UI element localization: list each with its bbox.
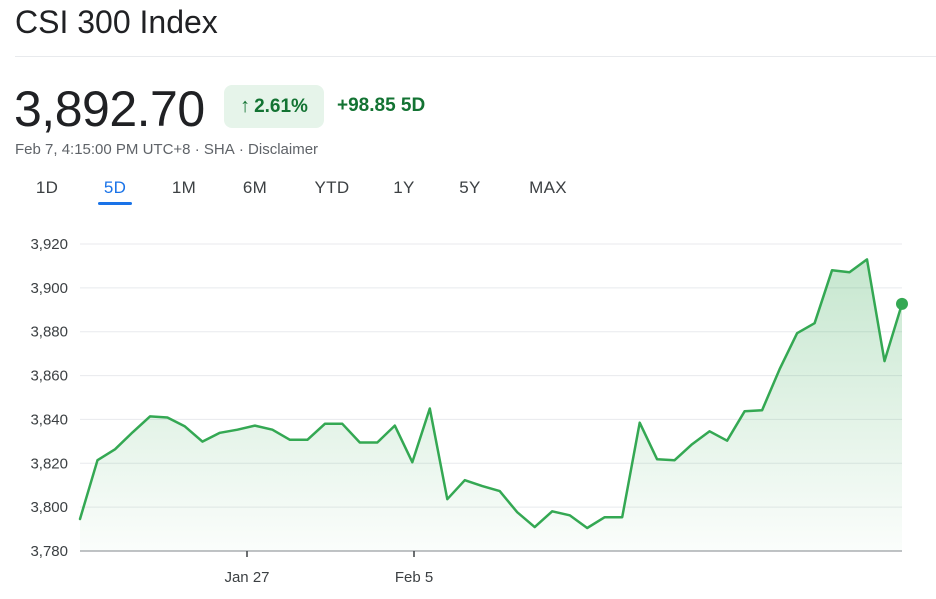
- price-point: [324, 423, 326, 425]
- tab-1m[interactable]: 1M: [171, 178, 197, 197]
- current-price: 3,892.70: [14, 81, 205, 137]
- price-point: [96, 459, 98, 461]
- price-point: [394, 425, 396, 427]
- tab-6m[interactable]: 6M: [242, 178, 268, 197]
- price-point: [604, 516, 606, 518]
- price-point: [586, 527, 588, 529]
- price-point: [184, 425, 186, 427]
- tab-5d[interactable]: 5D: [103, 178, 127, 197]
- price-point: [254, 425, 256, 427]
- price-point: [429, 407, 431, 409]
- price-point: [639, 422, 641, 424]
- price-point: [446, 498, 448, 500]
- price-point: [796, 332, 798, 334]
- price-point: [79, 518, 81, 520]
- meta-separator: ·: [194, 141, 200, 158]
- price-point: [114, 448, 116, 450]
- range-tabs: 1D 5D 1M 6M YTD 1Y 5Y MAX: [0, 175, 936, 211]
- price-point: [691, 443, 693, 445]
- quote-meta: Feb 7, 4:15:00 PM UTC+8 · SHA · Disclaim…: [15, 141, 318, 158]
- y-tick-label: 3,860: [30, 368, 68, 385]
- price-point: [779, 368, 781, 370]
- y-tick-label: 3,820: [30, 455, 68, 472]
- title-divider: [15, 56, 936, 57]
- tab-5y[interactable]: 5Y: [459, 178, 481, 197]
- price-point: [464, 479, 466, 481]
- price-point: [831, 269, 833, 271]
- exchange-label: SHA: [203, 141, 235, 158]
- tab-1d[interactable]: 1D: [35, 178, 59, 197]
- price-point: [499, 490, 501, 492]
- price-point: [621, 516, 623, 518]
- meta-separator: ·: [238, 141, 244, 158]
- latest-price-marker: [896, 297, 908, 310]
- price-point: [551, 510, 553, 512]
- price-point: [569, 514, 571, 516]
- price-point: [131, 431, 133, 433]
- disclaimer-link[interactable]: Disclaimer: [248, 141, 319, 158]
- page-title: CSI 300 Index: [15, 4, 218, 40]
- price-point: [884, 360, 886, 362]
- price-point: [481, 485, 483, 487]
- y-tick-label: 3,900: [30, 280, 68, 297]
- price-point: [219, 432, 221, 434]
- price-point: [289, 439, 291, 441]
- tab-ytd[interactable]: YTD: [314, 178, 350, 197]
- change-percent-badge: ↑ 2.61%: [224, 85, 324, 128]
- price-point: [201, 441, 203, 443]
- tab-1y[interactable]: 1Y: [393, 178, 415, 197]
- y-tick-label: 3,800: [30, 499, 68, 516]
- price-point: [516, 511, 518, 513]
- price-point: [236, 429, 238, 431]
- price-point: [306, 439, 308, 441]
- x-tick-label: Jan 27: [224, 569, 269, 586]
- price-point: [849, 271, 851, 273]
- price-point: [744, 410, 746, 412]
- price-point: [341, 423, 343, 425]
- price-point: [674, 459, 676, 461]
- change-percent-value: 2.61%: [254, 95, 308, 117]
- price-point: [359, 441, 361, 443]
- tab-max[interactable]: MAX: [529, 178, 567, 197]
- price-point: [411, 461, 413, 463]
- price-point: [271, 429, 273, 431]
- price-point: [376, 441, 378, 443]
- price-line: [78, 258, 904, 530]
- active-tab-indicator: [98, 202, 132, 205]
- price-point: [149, 415, 151, 417]
- price-point: [166, 416, 168, 418]
- y-tick-label: 3,840: [30, 411, 68, 428]
- y-tick-label: 3,780: [30, 543, 68, 560]
- y-tick-label: 3,880: [30, 324, 68, 341]
- x-tick-label: Feb 5: [395, 569, 433, 586]
- quote-timestamp: Feb 7, 4:15:00 PM UTC+8: [15, 141, 191, 158]
- price-point: [726, 440, 728, 442]
- price-point: [709, 430, 711, 432]
- y-tick-label: 3,920: [30, 236, 68, 253]
- price-point: [656, 458, 658, 460]
- price-point: [814, 322, 816, 324]
- change-absolute: +98.85 5D: [337, 95, 426, 116]
- price-area: [80, 259, 902, 551]
- price-point: [866, 258, 868, 260]
- price-point: [534, 526, 536, 528]
- price-point: [761, 409, 763, 411]
- up-arrow-icon: ↑: [240, 95, 251, 117]
